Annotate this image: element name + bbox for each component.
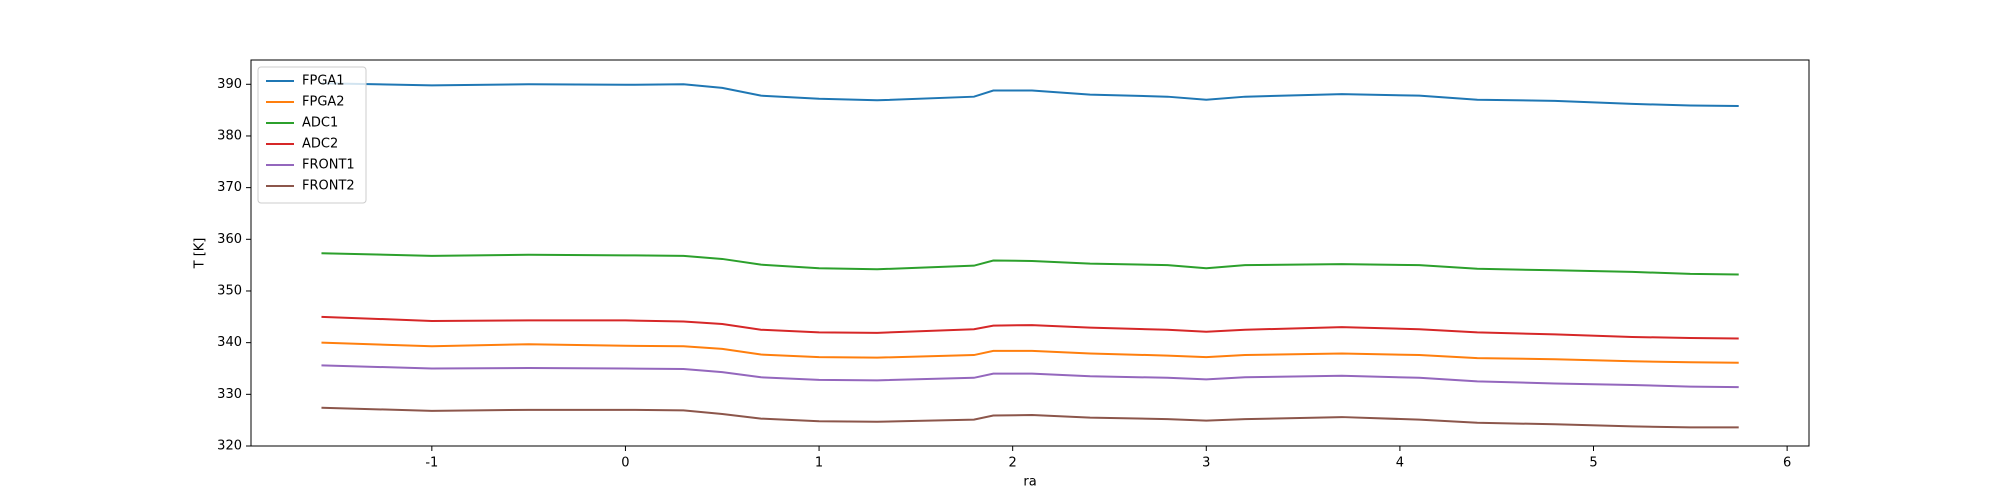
plot-frame [250,59,1810,447]
y-tick-label: 330 [217,387,242,402]
line [321,406,1739,429]
x-tick-label: 3 [1202,456,1210,471]
x-tick-label: 6 [1783,456,1791,471]
legend-label: FPGA1 [302,74,345,89]
y-axis-label: T [K] [193,238,208,270]
legend-label: FPGA2 [302,95,345,110]
x-tick-label: 4 [1396,456,1404,471]
x-tick-label: 1 [815,456,823,471]
y-tick-label: 360 [217,232,242,247]
y-tick-label: 320 [217,439,242,454]
y-tick-label: 350 [217,283,242,298]
legend: FPGA1 FPGA2 ADC1 ADC2 FRONT1 FRONT2 [257,66,367,204]
y-tick-label: 380 [217,128,242,143]
legend-label: ADC1 [302,116,338,131]
line [321,364,1739,389]
line [321,315,1739,340]
x-tick-label: -1 [425,456,438,471]
line [321,341,1739,364]
y-tick-label: 370 [217,180,242,195]
x-tick-label: 2 [1009,456,1017,471]
plot-area [251,60,1809,446]
legend-label: ADC2 [302,137,338,152]
legend-label: FRONT2 [302,179,355,194]
line [321,252,1739,276]
x-tick-label: 5 [1589,456,1597,471]
line [321,82,1739,107]
x-tick-label: 0 [621,456,629,471]
y-tick-label: 390 [217,77,242,92]
y-tick-label: 340 [217,335,242,350]
x-axis-label: ra [1023,475,1036,490]
legend-label: FRONT1 [302,158,355,173]
